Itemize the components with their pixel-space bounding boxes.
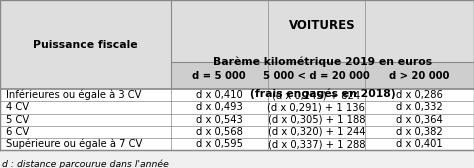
Text: d x 0,410: d x 0,410 (196, 90, 243, 100)
FancyBboxPatch shape (0, 0, 474, 89)
Text: d x 0,382: d x 0,382 (396, 127, 443, 137)
Text: 4 CV: 4 CV (6, 102, 29, 112)
Text: d > 20 000: d > 20 000 (389, 71, 450, 81)
Text: Barème kilométrique 2019 en euros: Barème kilométrique 2019 en euros (213, 57, 432, 67)
Text: (d x 0,320) + 1 244: (d x 0,320) + 1 244 (268, 127, 365, 137)
Text: d x 0,568: d x 0,568 (196, 127, 243, 137)
Text: d x 0,595: d x 0,595 (196, 139, 243, 149)
FancyBboxPatch shape (0, 0, 474, 150)
Text: VOITURES: VOITURES (289, 19, 356, 32)
Text: 6 CV: 6 CV (6, 127, 29, 137)
Text: Puissance fiscale: Puissance fiscale (33, 39, 137, 50)
Text: d x 0,493: d x 0,493 (196, 102, 243, 112)
Text: (d x 0,291) + 1 136: (d x 0,291) + 1 136 (267, 102, 365, 112)
Text: d x 0,401: d x 0,401 (396, 139, 443, 149)
Text: d x 0,364: d x 0,364 (396, 115, 443, 125)
FancyBboxPatch shape (171, 62, 474, 89)
Text: d : distance parcourue dans l'année: d : distance parcourue dans l'année (2, 159, 169, 168)
Text: (d x 0,305) + 1 188: (d x 0,305) + 1 188 (268, 115, 365, 125)
Text: Supérieure ou égale à 7 CV: Supérieure ou égale à 7 CV (6, 139, 142, 150)
Text: 5 000 < d = 20 000: 5 000 < d = 20 000 (263, 71, 370, 81)
Text: d = 5 000: d = 5 000 (192, 71, 246, 81)
Text: d x 0,543: d x 0,543 (196, 115, 243, 125)
Text: Inférieures ou égale à 3 CV: Inférieures ou égale à 3 CV (6, 90, 141, 100)
Text: (frais engagés en 2018): (frais engagés en 2018) (249, 89, 395, 99)
Text: (d x 0,245) + 824: (d x 0,245) + 824 (273, 90, 360, 100)
Text: d x 0,286: d x 0,286 (396, 90, 443, 100)
Text: d x 0,332: d x 0,332 (396, 102, 443, 112)
Text: (d x 0,337) + 1 288: (d x 0,337) + 1 288 (268, 139, 365, 149)
Text: 5 CV: 5 CV (6, 115, 29, 125)
